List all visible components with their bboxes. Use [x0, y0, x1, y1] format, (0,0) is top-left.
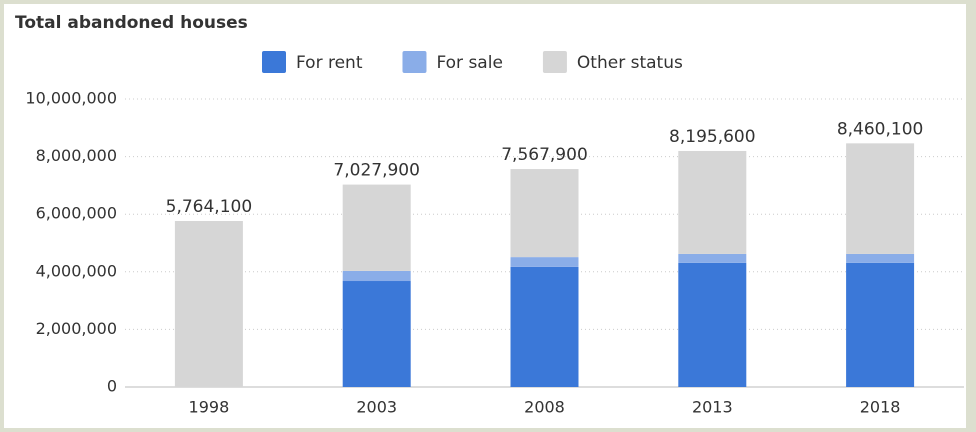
- bar-segment: [342, 184, 411, 271]
- bar-segment: [510, 169, 579, 258]
- bar-segment: [846, 143, 915, 254]
- y-tick-label: 2,000,000: [36, 319, 117, 338]
- bar-segment: [342, 270, 411, 282]
- legend-swatch: [542, 51, 567, 73]
- total-label: 5,764,100: [166, 197, 253, 217]
- legend-swatch: [262, 51, 286, 73]
- y-tick-label: 10,000,000: [25, 89, 117, 108]
- legend-label: For sale: [436, 53, 502, 73]
- chart-panel: Total abandoned houses 0 2,000,000 4,000,0…: [4, 4, 966, 428]
- bar-segment: [678, 262, 747, 387]
- total-label: 7,567,900: [501, 145, 588, 165]
- bar-segment: [342, 281, 411, 387]
- x-tick-label: 1998: [189, 398, 230, 417]
- bar-segment: [846, 262, 915, 387]
- legend-swatch: [402, 51, 427, 73]
- legend-label: Other status: [577, 53, 683, 73]
- bar-segment: [510, 266, 579, 387]
- y-tick-label: 6,000,000: [36, 204, 117, 223]
- bar-segment: [510, 257, 579, 267]
- chart-title: Total abandoned houses: [15, 13, 248, 33]
- x-tick-label: 2013: [692, 398, 733, 417]
- y-tick-label: 4,000,000: [36, 261, 117, 280]
- x-tick-label: 2008: [524, 398, 565, 417]
- total-label: 7,027,900: [333, 161, 420, 181]
- legend-label: For rent: [296, 53, 363, 73]
- total-label: 8,460,100: [837, 119, 924, 139]
- x-tick-label: 2003: [356, 398, 397, 417]
- y-tick-label: 0: [107, 377, 117, 396]
- bar-segment: [678, 253, 747, 263]
- y-tick-label: 8,000,000: [36, 146, 117, 165]
- total-label: 8,195,600: [669, 127, 756, 147]
- chart: Total abandoned houses 0 2,000,000 4,000,0…: [15, 13, 964, 417]
- x-tick-label: 2018: [860, 398, 901, 417]
- bar-segment: [846, 253, 915, 263]
- bar-segment: [678, 150, 747, 254]
- bar-segment: [174, 220, 243, 387]
